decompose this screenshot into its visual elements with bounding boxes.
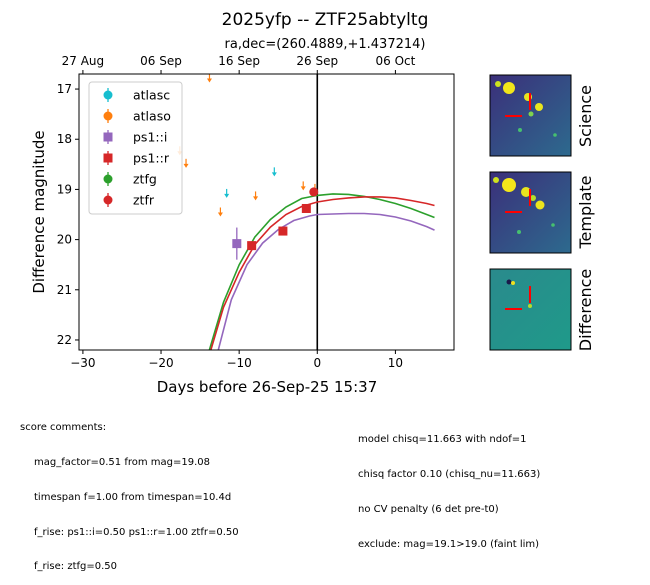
- upper-limit-atlasc: [224, 188, 230, 198]
- cutout-label-science: Science: [576, 85, 595, 147]
- y-axis-label: Difference magnitude: [30, 130, 48, 293]
- model-curve-ztfr: [210, 196, 435, 350]
- upper-limit-atlaso: [206, 74, 212, 83]
- model-comments: model chisq=11.663 with ndof=1 chisq fac…: [358, 411, 540, 562]
- x-tick-label: −30: [70, 356, 95, 370]
- axes-frame: [78, 73, 455, 351]
- legend-label: ps1::i: [133, 130, 167, 145]
- plot-inner: [177, 74, 435, 350]
- upper-limit-atlasc: [271, 167, 277, 177]
- top-tick-label: 06 Oct: [375, 54, 415, 68]
- legend-item-ztfr: ztfr: [103, 193, 155, 208]
- x-tick-label: 10: [388, 356, 403, 370]
- upper-limit-arrow: [183, 163, 189, 168]
- legend-marker: [103, 174, 113, 184]
- difference-cutout: [489, 268, 572, 351]
- data-point: [301, 203, 311, 213]
- legend-label: ps1::r: [133, 151, 170, 166]
- detection-ztfr: [309, 187, 319, 197]
- upper-limit-arrow: [224, 193, 230, 198]
- plot-area: −30 −20 −10 0 10 27 Aug 06 Sep 16 Sep 26 Sep 06 O…: [57, 54, 455, 370]
- light-curve-figure: 2025yfp -- ZTF25abtyltg ra,dec=(260.4889…: [30, 10, 595, 396]
- legend-item-atlaso: atlaso: [103, 109, 171, 124]
- model-comment-line: exclude: mag=19.1>19.0 (faint lim): [358, 538, 540, 550]
- score-comment-line: f_rise: ztfg=0.50: [34, 561, 118, 573]
- model-curve-ps1-i: [217, 212, 435, 350]
- legend-label: atlasc: [133, 88, 170, 103]
- top-tick-label: 16 Sep: [218, 54, 260, 68]
- score-comment-line: mag_factor=0.51 from mag=19.08: [34, 456, 211, 468]
- x-tick-label: −20: [148, 356, 173, 370]
- legend-item-ps1-r: ps1::r: [103, 151, 170, 166]
- model-comment-line: no CV penalty (6 det pre-t0): [358, 503, 499, 515]
- model-comment-line: chisq factor 0.10 (chisq_nu=11.663): [358, 468, 541, 480]
- legend-item-atlasc: atlasc: [103, 88, 170, 103]
- upper-limit-arrow: [217, 212, 223, 217]
- legend-marker: [103, 132, 113, 142]
- upper-limit-atlaso: [253, 191, 259, 201]
- legend-marker: [103, 195, 113, 205]
- y-tick-label: 17: [57, 82, 72, 96]
- legend-marker: [103, 90, 113, 100]
- legend-item-ps1-i: ps1::i: [103, 130, 167, 145]
- model-curve-ztfg: [208, 193, 435, 350]
- upper-limit-atlaso: [217, 207, 223, 217]
- legend-label: atlaso: [133, 109, 171, 124]
- top-tick-label: 27 Aug: [62, 54, 105, 68]
- legend-item-ztfg: ztfg: [103, 172, 157, 187]
- detection-ps1-r: [247, 241, 257, 251]
- model-comment-line: model chisq=11.663 with ndof=1: [358, 434, 527, 446]
- upper-limit-arrow: [300, 186, 306, 191]
- cutout-label-template: Template: [576, 175, 595, 249]
- detection-ps1-i: [232, 227, 242, 260]
- legend-marker: [103, 153, 113, 163]
- template-cutout: [489, 171, 572, 254]
- y-tick-label: 22: [57, 333, 72, 347]
- chart-subtitle: ra,dec=(260.4889,+1.437214): [225, 37, 426, 52]
- upper-limit-atlaso: [300, 181, 306, 191]
- upper-limit-atlaso: [183, 158, 189, 168]
- legend-label: ztfg: [133, 172, 157, 187]
- x-axis-label: Days before 26-Sep-25 15:37: [157, 378, 378, 396]
- chart-title: 2025yfp -- ZTF25abtyltg: [222, 10, 429, 30]
- score-comment-line: timespan f=1.00 from timespan=10.4d: [34, 491, 232, 503]
- data-point: [278, 226, 288, 236]
- data-point: [309, 187, 319, 197]
- legend-marker: [103, 111, 113, 121]
- upper-limit-arrow: [253, 196, 259, 201]
- data-point: [232, 239, 242, 249]
- detection-ps1-r: [278, 226, 288, 236]
- legend-label: ztfr: [133, 193, 155, 208]
- cutout-label-difference: Difference: [576, 269, 595, 351]
- y-tick-label: 19: [57, 182, 72, 196]
- science-cutout: [489, 74, 572, 157]
- x-tick-label: −10: [226, 356, 251, 370]
- upper-limit-arrow: [206, 78, 212, 83]
- data-point: [247, 241, 257, 251]
- score-comment-line: f_rise: ps1::i=0.50 ps1::r=1.00 ztfr=0.5…: [34, 526, 239, 538]
- x-tick-label: 0: [313, 356, 321, 370]
- upper-limit-arrow: [271, 172, 277, 177]
- top-tick-label: 26 Sep: [296, 54, 338, 68]
- detection-ps1-r: [301, 203, 311, 213]
- y-tick-label: 20: [57, 233, 72, 247]
- score-comments: score comments: mag_factor=0.51 from mag…: [20, 399, 239, 585]
- top-tick-label: 06 Sep: [140, 54, 182, 68]
- y-tick-label: 21: [57, 283, 72, 297]
- score-comments-heading: score comments:: [20, 422, 107, 434]
- y-tick-label: 18: [57, 132, 72, 146]
